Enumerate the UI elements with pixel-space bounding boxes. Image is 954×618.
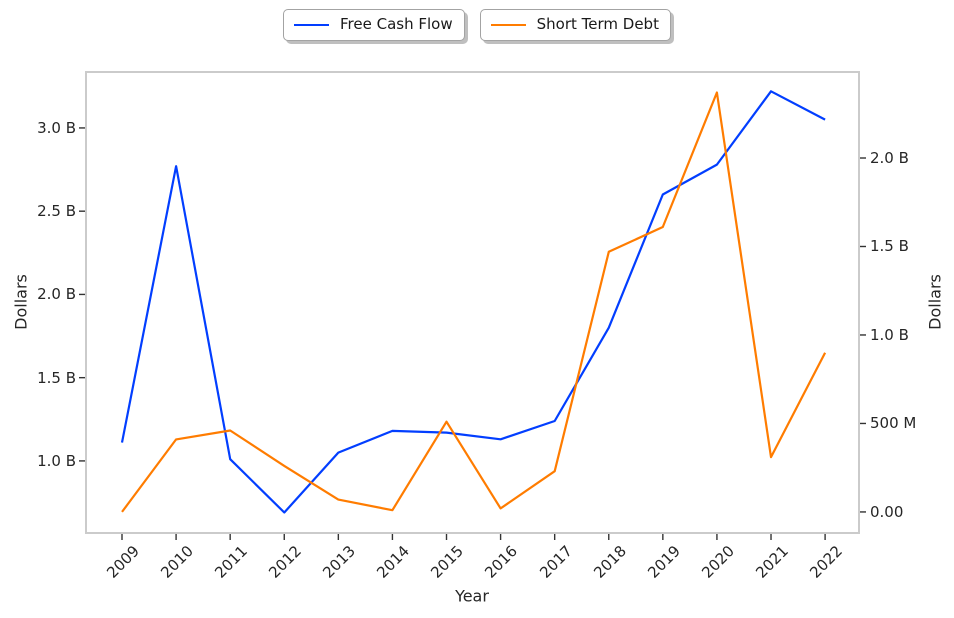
- legend: Free Cash Flow Short Term Debt: [0, 9, 954, 41]
- y-axis-label-right: Dollars: [925, 274, 945, 330]
- legend-label: Short Term Debt: [536, 15, 659, 33]
- legend-label: Free Cash Flow: [340, 15, 453, 33]
- y-tick-label-right: 500 M: [870, 414, 917, 433]
- plot-area: [85, 71, 860, 534]
- y-tick-label-right: 2.0 B: [870, 149, 909, 167]
- legend-line-sample-blue: [294, 23, 330, 26]
- series-line-free-cash-flow: [120, 90, 826, 514]
- y-tick-label-left: 1.0 B: [37, 451, 76, 470]
- legend-line-sample-orange: [490, 23, 526, 26]
- legend-item-short-term-debt: Short Term Debt: [479, 9, 671, 41]
- legend-item-free-cash-flow: Free Cash Flow: [283, 9, 465, 41]
- y-tick-label-left: 1.5 B: [37, 368, 76, 387]
- y-axis-label-left: Dollars: [11, 274, 31, 330]
- y-tick-label-right: 1.0 B: [870, 325, 909, 344]
- y-tick-label-left: 2.5 B: [37, 202, 76, 221]
- y-tick-label-right: 0.00: [870, 502, 904, 521]
- y-tick-label-left: 2.0 B: [37, 285, 76, 304]
- series-line-short-term-debt: [121, 91, 827, 513]
- y-tick-label-right: 1.5 B: [870, 237, 909, 256]
- y-tick-label-left: 3.0 B: [37, 118, 76, 137]
- x-axis-label: Year: [455, 586, 489, 606]
